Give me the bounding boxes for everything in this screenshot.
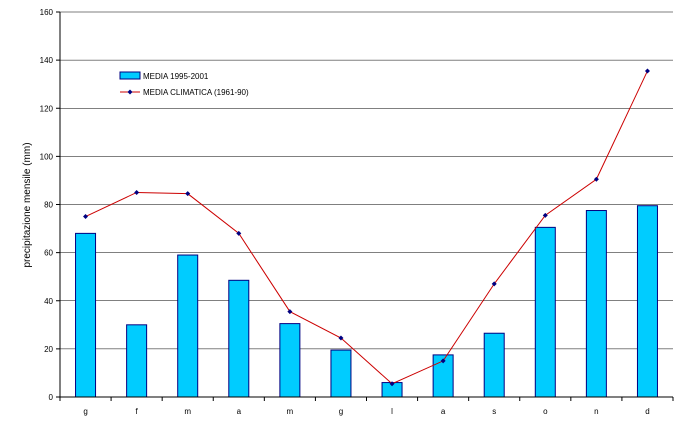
series-line	[85, 70, 648, 385]
legend-line-label: MEDIA CLIMATICA (1961-90)	[143, 88, 249, 97]
x-tick-label: a	[237, 407, 242, 416]
x-tick-label: l	[391, 407, 393, 416]
bar	[330, 349, 352, 398]
line-point	[593, 176, 599, 182]
bar	[636, 205, 658, 398]
bar	[483, 332, 505, 398]
line-point	[491, 281, 497, 287]
bar	[126, 324, 148, 398]
bar	[279, 323, 301, 398]
legend-line-marker	[127, 89, 133, 95]
y-tick-label: 40	[44, 297, 53, 306]
x-tick-label: s	[492, 407, 496, 416]
x-tick-label: o	[543, 407, 548, 416]
line-point	[236, 230, 242, 236]
bar	[585, 210, 607, 398]
y-axis-label: precipitazione mensile (mm)	[22, 142, 33, 267]
line-series	[83, 68, 650, 387]
y-tick-label: 20	[44, 345, 53, 354]
legend: MEDIA 1995-2001 MEDIA CLIMATICA (1961-90…	[119, 71, 249, 97]
y-tick-label: 140	[40, 56, 54, 65]
legend-bar-swatch	[119, 71, 141, 80]
x-tick-label: g	[83, 407, 87, 416]
line-point	[440, 358, 446, 364]
y-tick-label: 100	[40, 152, 54, 161]
y-tick-label: 120	[40, 104, 54, 113]
line-point	[83, 214, 89, 220]
y-tick-label: 160	[40, 8, 54, 17]
x-tick-label: m	[184, 407, 191, 416]
bar	[228, 279, 250, 398]
legend-bar-label: MEDIA 1995-2001	[143, 72, 209, 81]
bar	[177, 254, 199, 398]
y-axis-ticks: 0 20 40 60 80 100 120 140 160	[40, 8, 60, 402]
line-point	[287, 309, 293, 315]
x-tick-label: g	[339, 407, 343, 416]
x-tick-label: m	[287, 407, 294, 416]
x-tick-label: a	[441, 407, 446, 416]
bar	[534, 226, 556, 398]
line-point	[644, 68, 650, 74]
x-tick-label: f	[136, 407, 139, 416]
line-point	[134, 189, 140, 195]
grid	[60, 11, 673, 398]
y-tick-label: 80	[44, 201, 53, 210]
bar-series	[75, 205, 658, 398]
x-tick-label: d	[645, 407, 649, 416]
y-tick-label: 0	[49, 393, 54, 402]
line-point	[185, 191, 191, 197]
line-point	[389, 381, 395, 387]
line-point	[542, 212, 548, 218]
y-tick-label: 60	[44, 249, 53, 258]
line-point	[338, 335, 344, 341]
bar	[75, 232, 97, 398]
x-tick-label: n	[594, 407, 598, 416]
